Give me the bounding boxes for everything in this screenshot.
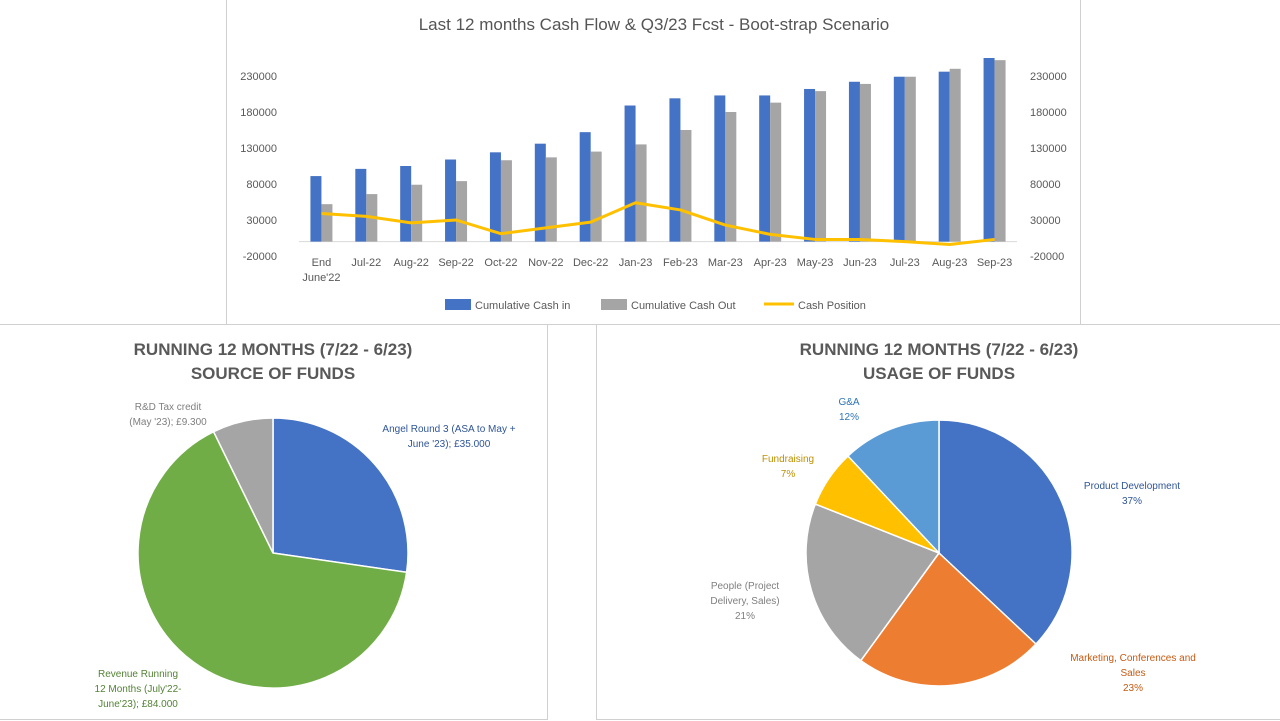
bar-cash-out (321, 204, 333, 242)
bar-cash-in (759, 95, 771, 242)
bar-cash-in (489, 152, 501, 242)
pie-slice (859, 551, 1038, 687)
pie-slice (938, 419, 1073, 646)
usage-of-funds-chart: RUNNING 12 MONTHS (7/22 - 6/23) USAGE OF … (710, 340, 1196, 694)
legend-entry: Cash Position (798, 300, 866, 312)
pie-slice-label: Revenue Running 12 Months (July'22-June'2… (95, 669, 182, 710)
bar-cash-in (355, 168, 367, 242)
y-tick-label-right: 80000 (1030, 179, 1061, 191)
bar-cash-out (815, 91, 827, 242)
bar-cash-out (456, 181, 468, 242)
legend-swatch (445, 299, 471, 310)
pie-slice (212, 417, 274, 554)
y-tick-label-right: 130000 (1030, 143, 1067, 155)
y-tick-label-left: 130000 (240, 143, 277, 155)
x-tick-label: Dec-22 (573, 257, 608, 269)
pie-slice-label: Product Development 37% (1084, 481, 1180, 507)
x-tick-label: Apr-23 (754, 257, 787, 269)
source-of-funds-chart: RUNNING 12 MONTHS (7/22 - 6/23) SOURCE OF… (95, 340, 516, 710)
pie-slice (805, 503, 941, 662)
bar-cash-in (848, 81, 860, 242)
bar-cash-in (534, 143, 546, 242)
source-of-funds-panel: RUNNING 12 MONTHS (7/22 - 6/23) SOURCE OF… (0, 324, 548, 720)
pie-title: RUNNING 12 MONTHS (7/22 - 6/23) (134, 340, 413, 359)
bar-cash-out (859, 83, 871, 242)
bar-cash-out (545, 157, 557, 242)
bar-cash-in (310, 176, 322, 242)
bar-cash-in (445, 159, 457, 242)
usage-of-funds-panel: RUNNING 12 MONTHS (7/22 - 6/23) USAGE OF … (596, 324, 1280, 720)
y-tick-label-left: 230000 (240, 71, 277, 83)
y-tick-label-left: -20000 (243, 251, 277, 263)
y-tick-label-left: 30000 (246, 215, 277, 227)
x-tick-label: Jun-23 (843, 257, 877, 269)
x-tick-label: Mar-23 (708, 257, 743, 269)
y-tick-label-right: 30000 (1030, 215, 1061, 227)
bar-cash-out (949, 68, 961, 242)
legend-swatch (601, 299, 627, 310)
y-tick-label-right: 230000 (1030, 71, 1067, 83)
bar-cash-in (893, 76, 905, 242)
pie-title: SOURCE OF FUNDS (191, 364, 355, 383)
bar-cash-in (579, 132, 591, 242)
pie-title: USAGE OF FUNDS (863, 364, 1015, 383)
pie-slice-label: Marketing, Conferences and Sales 23% (1070, 653, 1196, 694)
pie-slice (137, 430, 408, 689)
x-tick-label: Jul-22 (351, 257, 381, 269)
pie-slice-label: G&A 12% (838, 397, 859, 423)
pie-slice-label: Angel Round 3 (ASA to May + June '23); £3… (382, 424, 515, 450)
bar-cash-in (624, 105, 636, 242)
pie-slice (272, 417, 409, 574)
pie-slice-label: Fundraising 7% (762, 454, 814, 480)
x-tick-label: Sep-23 (977, 257, 1012, 269)
bar-cash-in (714, 95, 726, 242)
y-tick-label-left: 180000 (240, 107, 277, 119)
bar-cash-in (983, 58, 995, 242)
chart-title: Last 12 months Cash Flow & Q3/23 Fcst - … (419, 15, 890, 34)
pie-slice (846, 419, 940, 555)
bar-cash-in (938, 71, 950, 242)
x-tick-label: Aug-22 (393, 257, 428, 269)
bar-cash-out (994, 60, 1006, 242)
legend-entry: Cumulative Cash Out (631, 300, 736, 312)
x-tick-label: Feb-23 (663, 257, 698, 269)
bar-cash-out (904, 76, 916, 242)
x-tick-label: Jan-23 (619, 257, 653, 269)
y-tick-label-right: 180000 (1030, 107, 1067, 119)
bar-cash-in (400, 166, 412, 242)
cash-position-line (321, 201, 995, 246)
bar-cash-out (725, 112, 737, 242)
x-tick-label: Nov-22 (528, 257, 563, 269)
x-tick-label: Sep-22 (438, 257, 473, 269)
bar-cash-out (635, 144, 647, 242)
cash-flow-chart: Last 12 months Cash Flow & Q3/23 Fcst - … (240, 15, 1067, 312)
bar-cash-out (411, 184, 423, 242)
bar-cash-in (669, 98, 681, 242)
x-tick-label: Jul-23 (890, 257, 920, 269)
x-tick-label: End June'22 (302, 257, 340, 284)
bar-cash-out (590, 151, 602, 242)
bar-cash-out (770, 102, 782, 242)
x-tick-label: Aug-23 (932, 257, 967, 269)
pie-slice-label: People (Project Delivery, Sales) 21% (710, 581, 779, 622)
y-tick-label-left: 80000 (246, 179, 277, 191)
pie-title: RUNNING 12 MONTHS (7/22 - 6/23) (800, 340, 1079, 359)
bar-cash-out (680, 130, 692, 242)
cash-flow-chart-panel: Last 12 months Cash Flow & Q3/23 Fcst - … (226, 0, 1081, 325)
legend-entry: Cumulative Cash in (475, 300, 570, 312)
bar-cash-out (500, 160, 512, 242)
y-tick-label-right: -20000 (1030, 251, 1064, 263)
x-tick-label: Oct-22 (484, 257, 517, 269)
pie-slice-label: R&D Tax credit (May '23); £9.300 (129, 402, 207, 428)
x-tick-label: May-23 (797, 257, 834, 269)
bar-cash-in (804, 88, 816, 242)
